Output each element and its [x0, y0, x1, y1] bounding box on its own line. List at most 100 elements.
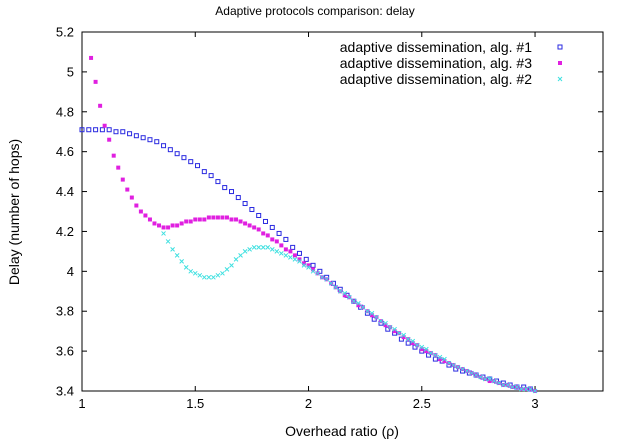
data-point	[215, 179, 221, 185]
data-point	[392, 329, 397, 334]
legend-entry-1: adaptive dissemination, alg. #1	[340, 39, 563, 55]
data-point	[283, 253, 289, 258]
data-point	[437, 354, 443, 360]
data-point	[116, 165, 121, 170]
data-point	[256, 212, 262, 218]
data-point	[161, 143, 167, 149]
y-tick-label: 3.4	[56, 384, 74, 399]
data-point	[256, 245, 262, 250]
data-point	[161, 231, 166, 236]
series-3	[161, 231, 538, 394]
data-point	[283, 247, 288, 252]
data-point	[342, 293, 347, 298]
data-point	[423, 346, 429, 352]
data-point	[167, 147, 173, 153]
data-point	[478, 374, 484, 380]
legend-marker	[558, 61, 562, 65]
data-point	[106, 127, 112, 133]
data-point	[270, 237, 275, 242]
data-point	[510, 384, 515, 390]
data-point	[157, 223, 162, 228]
data-point	[288, 249, 293, 254]
data-point	[432, 356, 438, 362]
series-2	[89, 55, 538, 393]
data-point	[184, 219, 189, 224]
data-point	[147, 137, 153, 143]
data-point	[179, 259, 185, 264]
data-point	[249, 207, 255, 213]
data-point	[310, 262, 316, 268]
data-point	[369, 310, 375, 316]
data-point	[356, 300, 361, 306]
data-point	[288, 255, 293, 260]
data-point	[125, 187, 130, 192]
data-point	[247, 247, 252, 252]
data-point	[487, 379, 492, 384]
data-point	[496, 380, 502, 386]
data-point	[528, 386, 533, 392]
data-point	[374, 314, 379, 320]
data-point	[306, 263, 311, 268]
data-point	[179, 221, 184, 226]
y-tick-label: 4	[67, 264, 74, 279]
data-point	[424, 349, 429, 354]
data-point	[251, 245, 257, 250]
data-point	[278, 251, 284, 256]
data-point	[500, 382, 506, 388]
legend-marker	[557, 44, 563, 50]
data-point	[351, 298, 357, 304]
data-point	[147, 217, 152, 222]
series-1	[79, 127, 534, 392]
data-point	[134, 203, 139, 208]
data-point	[193, 217, 198, 222]
legend-label: adaptive dissemination, alg. #3	[340, 55, 532, 71]
data-point	[197, 217, 202, 222]
data-point	[161, 225, 166, 230]
data-point	[482, 376, 488, 382]
data-point	[346, 294, 352, 300]
data-point	[133, 133, 139, 139]
data-point	[99, 127, 105, 133]
data-point	[333, 284, 339, 290]
data-point	[446, 360, 452, 366]
data-point	[252, 225, 257, 230]
data-point	[297, 257, 302, 262]
data-point	[269, 224, 275, 230]
data-point	[220, 270, 225, 276]
data-point	[98, 103, 103, 108]
data-point	[113, 129, 119, 135]
y-tick-label: 5	[67, 64, 74, 79]
data-point	[256, 227, 261, 232]
legend-label: adaptive dissemination, alg. #2	[340, 71, 532, 87]
data-point	[328, 280, 334, 286]
data-point	[491, 378, 497, 384]
data-point	[303, 256, 309, 262]
x-tick-label: 2	[305, 396, 312, 411]
data-point	[387, 324, 393, 330]
data-point	[274, 239, 279, 244]
data-point	[120, 129, 126, 135]
data-point	[296, 250, 302, 256]
data-point	[238, 253, 243, 258]
data-point	[174, 151, 180, 157]
data-point	[238, 219, 243, 224]
data-point	[269, 247, 275, 252]
data-point	[175, 223, 180, 228]
data-point	[487, 376, 493, 382]
x-tick-label: 1.5	[186, 396, 204, 411]
data-point	[261, 231, 266, 236]
data-point	[324, 276, 329, 282]
data-point	[233, 257, 239, 262]
data-point	[283, 236, 289, 242]
data-point	[265, 245, 271, 250]
data-point	[401, 332, 407, 338]
data-point	[202, 217, 207, 222]
data-point	[360, 304, 366, 310]
data-point	[356, 303, 361, 308]
data-point	[433, 352, 438, 358]
data-point	[188, 219, 193, 224]
data-point	[532, 388, 538, 394]
data-point	[301, 262, 307, 268]
legend: adaptive dissemination, alg. #1adaptive …	[340, 39, 563, 87]
data-point	[392, 326, 397, 332]
